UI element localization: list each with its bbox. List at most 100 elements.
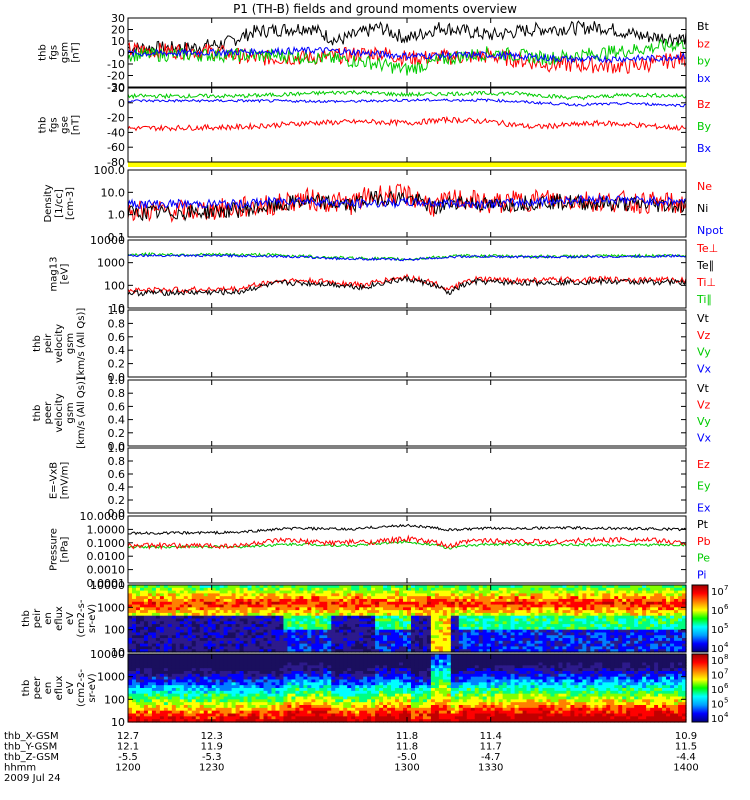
spectrogram-cell (215, 604, 221, 608)
y-axis-label: gse (60, 116, 71, 134)
spectrogram-cell (167, 646, 173, 650)
spectrogram-cell (128, 713, 133, 717)
spectrogram-cell (303, 601, 308, 606)
spectrogram-cell (263, 654, 269, 658)
spectrogram-cell (215, 626, 221, 631)
spectrogram-cell (371, 607, 376, 611)
spectrogram-cell (147, 702, 153, 706)
spectrogram-cell (239, 682, 245, 686)
spectrogram-cell (243, 679, 249, 683)
spectrogram-cell (171, 604, 177, 608)
spectrogram-cell (247, 640, 253, 645)
spectrogram-cell (155, 656, 161, 661)
spectrogram-cell (347, 585, 352, 589)
spectrogram-cell (566, 612, 572, 617)
spectrogram-cell (582, 638, 587, 642)
spectrogram-cell (414, 626, 420, 631)
spectrogram-cell (231, 716, 237, 720)
spectrogram-cell (143, 604, 149, 608)
spectrogram-cell (259, 654, 265, 658)
spectrogram-cell (606, 624, 611, 628)
spectrogram-cell (203, 626, 209, 631)
y-tick-label: -80 (107, 156, 125, 169)
spectrogram-cell (502, 638, 508, 642)
spectrogram-cell (287, 624, 293, 628)
spectrogram-cell (407, 643, 412, 648)
spectrogram-cell (474, 621, 480, 625)
spectrogram-cell (670, 629, 675, 634)
spectrogram-cell (331, 640, 336, 645)
spectrogram-cell (319, 629, 324, 634)
spectrogram-cell (287, 629, 293, 634)
spectrogram-cell (422, 629, 428, 634)
spectrogram-cell (207, 705, 213, 709)
spectrogram-cell (630, 626, 635, 631)
spectrogram-cell (442, 635, 448, 639)
spectrogram-cell (486, 590, 492, 594)
spectrogram-cell (634, 624, 639, 628)
spectrogram-cell (311, 665, 316, 669)
spectrogram-cell (630, 621, 635, 625)
spectrogram-cell (626, 618, 631, 622)
spectrogram-cell (470, 632, 476, 636)
spectrogram-cell (207, 593, 213, 597)
spectrogram-cell (566, 607, 572, 611)
spectrogram-cell (163, 673, 169, 678)
spectrogram-cell (147, 659, 153, 664)
spectrogram-cell (271, 690, 277, 695)
spectrogram-cell (239, 702, 245, 706)
spectrogram-cell (383, 604, 388, 608)
spectrogram-cell (410, 610, 416, 614)
spectrogram-cell (586, 646, 591, 650)
spectrogram-cell (371, 621, 376, 625)
spectrogram-cell (578, 596, 583, 600)
spectrogram-cell (490, 638, 496, 642)
spectrogram-cell (626, 626, 631, 631)
spectrogram-cell (219, 688, 225, 692)
spectrogram-cell (251, 676, 257, 681)
spectrogram-cell (462, 615, 468, 620)
spectrogram-cell (315, 693, 320, 698)
spectrogram-cell (211, 668, 217, 672)
spectrogram-cell (331, 626, 336, 631)
spectrogram-cell (355, 593, 360, 597)
spectrogram-cell (347, 610, 352, 614)
spectrogram-cell (215, 685, 221, 689)
spectrogram-cell (299, 640, 304, 645)
spectrogram-cell (379, 612, 384, 617)
spectrogram-cell (267, 649, 273, 653)
spectrogram-cell (526, 610, 532, 614)
spectrogram-cell (482, 612, 488, 617)
spectrogram-cell (323, 673, 328, 678)
spectrogram-cell (454, 643, 460, 648)
spectrogram-cell (367, 646, 372, 650)
spectrogram-cell (522, 632, 528, 636)
spectrogram-cell (135, 707, 141, 712)
spectrogram-cell (622, 629, 627, 634)
spectrogram-cell (542, 629, 548, 634)
spectrogram-cell (215, 673, 221, 678)
spectrogram-cell (582, 649, 587, 653)
spectrogram-cell (211, 707, 217, 712)
spectrogram-cell (498, 618, 504, 622)
spectrogram-cell (570, 646, 575, 650)
spectrogram-cell (658, 632, 663, 636)
spectrogram-cell (259, 638, 265, 642)
spectrogram-cell (666, 624, 671, 628)
spectrogram-cell (678, 610, 683, 614)
spectrogram-cell (414, 629, 420, 634)
spectrogram-cell (674, 585, 679, 589)
spectrogram-cell (211, 719, 217, 723)
spectrogram-cell (135, 665, 141, 669)
spectrogram-cell (538, 624, 544, 628)
spectrogram-cell (674, 610, 679, 614)
spectrogram-cell (678, 604, 683, 608)
spectrogram-cell (626, 612, 631, 617)
spectrogram-cell (251, 673, 257, 678)
spectrogram-cell (359, 629, 364, 634)
spectrogram-cell (578, 607, 583, 611)
spectrogram-cell (167, 604, 173, 608)
spectrogram-cell (494, 632, 500, 636)
spectrogram-cell (626, 585, 631, 589)
spectrogram-cell (407, 640, 412, 645)
